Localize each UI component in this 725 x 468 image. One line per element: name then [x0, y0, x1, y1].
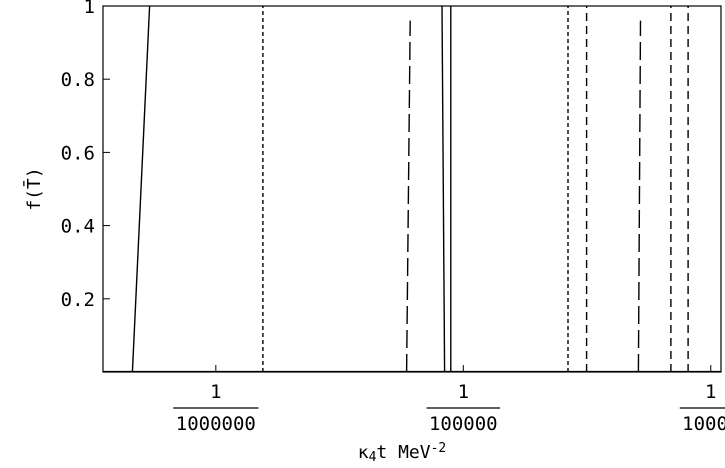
x-tick-numerator: 1: [210, 381, 221, 403]
series-long-dash-segment: [637, 20, 642, 373]
series-solid-segment: [441, 5, 446, 373]
x-axis-label: κ4t MeV-2: [358, 441, 447, 465]
y-tick-label: 1: [84, 0, 95, 18]
x-tick-numerator: 1: [458, 381, 469, 403]
y-axis-label: f(T̄): [23, 167, 45, 210]
series-solid-segment: [131, 5, 151, 373]
series-long-dash-segment: [405, 20, 411, 373]
plot-lines: [103, 5, 721, 373]
x-axis: 1 1000000 1 100000 1 10000: [173, 365, 725, 435]
y-tick-label: 0.4: [61, 216, 95, 238]
y-tick-label: 0.2: [61, 289, 95, 311]
x-tick-denominator: 1000000: [176, 413, 256, 435]
y-tick-label: 0.6: [61, 142, 95, 164]
x-tick-denominator: 100000: [429, 413, 498, 435]
plot-frame: [102, 5, 722, 373]
x-tick-numerator: 1: [705, 381, 716, 403]
y-axis: 0.2 0.4 0.6 0.8 1: [61, 0, 110, 311]
y-tick-label: 0.8: [61, 69, 95, 91]
x-tick-denominator: 10000: [682, 413, 725, 435]
